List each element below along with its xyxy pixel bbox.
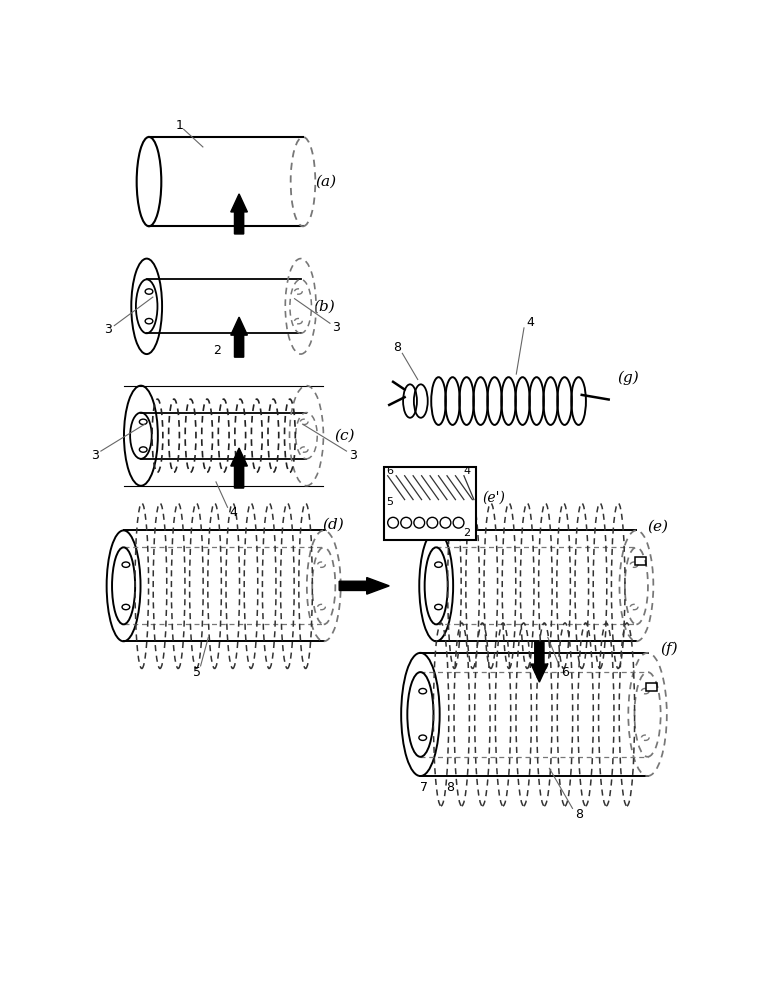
Text: 5: 5 — [192, 666, 201, 679]
Text: (f): (f) — [660, 642, 678, 656]
Bar — [646, 683, 656, 691]
Text: 8: 8 — [445, 781, 454, 794]
Text: 4: 4 — [526, 316, 534, 329]
Polygon shape — [230, 194, 248, 234]
Text: 3: 3 — [348, 449, 357, 462]
Text: (g): (g) — [617, 371, 639, 385]
Text: 4: 4 — [229, 506, 237, 519]
Polygon shape — [339, 578, 390, 594]
Text: (d): (d) — [322, 517, 344, 531]
Text: 5: 5 — [386, 497, 393, 507]
Text: 6: 6 — [562, 666, 570, 679]
Text: 8: 8 — [393, 341, 401, 354]
Text: 6: 6 — [386, 466, 393, 476]
Text: (c): (c) — [334, 429, 355, 443]
Polygon shape — [230, 448, 248, 488]
Text: 3: 3 — [104, 323, 112, 336]
Text: (e'): (e') — [483, 490, 505, 504]
Bar — [635, 557, 646, 565]
Text: (b): (b) — [313, 299, 334, 313]
Bar — [384, 466, 476, 540]
Polygon shape — [531, 642, 548, 682]
Text: 2: 2 — [463, 528, 470, 538]
Text: 3: 3 — [332, 321, 340, 334]
Text: 3: 3 — [91, 449, 99, 462]
Text: 8: 8 — [575, 808, 583, 821]
Text: (a): (a) — [316, 175, 337, 189]
Polygon shape — [230, 317, 248, 357]
Text: (e): (e) — [647, 520, 668, 534]
Text: 7: 7 — [421, 781, 428, 794]
Text: 2: 2 — [213, 344, 221, 357]
Text: 4: 4 — [463, 466, 470, 476]
Text: 1: 1 — [176, 119, 184, 132]
